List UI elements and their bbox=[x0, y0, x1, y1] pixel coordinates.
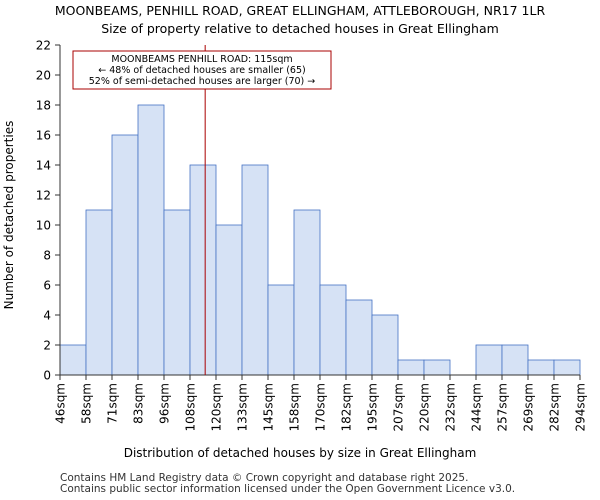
annotation-line-3: 52% of semi-detached houses are larger (… bbox=[89, 76, 316, 87]
x-tick-label: 244sqm bbox=[470, 383, 484, 431]
bar-96sqm bbox=[163, 209, 191, 376]
x-tick-label: 71sqm bbox=[106, 383, 120, 424]
bar-58sqm bbox=[85, 209, 113, 376]
x-tick-label: 133sqm bbox=[236, 383, 250, 431]
x-tick-label: 46sqm bbox=[54, 383, 68, 424]
bar-83sqm bbox=[137, 104, 165, 376]
bar-195sqm bbox=[371, 314, 399, 376]
x-tick-label: 207sqm bbox=[392, 383, 406, 431]
x-tick-label: 232sqm bbox=[444, 383, 458, 431]
y-axis-label: Number of detached properties bbox=[2, 121, 16, 310]
bar-120sqm bbox=[215, 224, 243, 376]
y-tick-label: 8 bbox=[43, 249, 51, 263]
footer-licence: Contains public sector information licen… bbox=[60, 483, 516, 495]
annotation-line-2: ← 48% of detached houses are smaller (65… bbox=[98, 65, 305, 76]
x-tick-label: 96sqm bbox=[158, 383, 172, 424]
bar-220sqm bbox=[423, 359, 451, 376]
x-tick-label: 158sqm bbox=[288, 383, 302, 431]
y-tick-label: 18 bbox=[36, 99, 51, 113]
bar-71sqm bbox=[111, 134, 139, 376]
x-tick-label: 182sqm bbox=[340, 383, 354, 431]
x-tick-label: 294sqm bbox=[574, 383, 588, 431]
bar-170sqm bbox=[319, 284, 347, 376]
y-tick-label: 4 bbox=[43, 309, 51, 323]
x-axis-label: Distribution of detached houses by size … bbox=[124, 446, 477, 460]
x-tick-label: 83sqm bbox=[132, 383, 146, 424]
x-axis: 46sqm 58sqm 71sqm 83sqm 96sqm 108sqm 120sqm 133… bbox=[54, 375, 588, 431]
x-tick-label: 108sqm bbox=[184, 383, 198, 431]
bars-group bbox=[59, 104, 581, 376]
y-tick-label: 16 bbox=[36, 129, 51, 143]
bar-108sqm bbox=[189, 164, 217, 376]
bar-158sqm bbox=[293, 209, 321, 376]
bar-145sqm bbox=[267, 284, 295, 376]
y-tick-label: 10 bbox=[36, 219, 51, 233]
x-tick-label: 257sqm bbox=[496, 383, 510, 431]
bar-182sqm bbox=[345, 299, 373, 376]
x-tick-label: 120sqm bbox=[210, 383, 224, 431]
y-axis: 0 2 4 6 8 10 12 14 16 18 20 22 bbox=[36, 39, 60, 383]
x-tick-label: 170sqm bbox=[314, 383, 328, 431]
bar-257sqm bbox=[501, 344, 529, 376]
bar-133sqm bbox=[241, 164, 269, 376]
bar-269sqm bbox=[527, 359, 555, 376]
histogram-chart: MOONBEAMS, PENHILL ROAD, GREAT ELLINGHAM… bbox=[2, 3, 588, 460]
y-tick-label: 22 bbox=[36, 39, 51, 53]
chart-subtitle: Size of property relative to detached ho… bbox=[101, 21, 499, 36]
bar-244sqm bbox=[475, 344, 503, 376]
annotation-line-1: MOONBEAMS PENHILL ROAD: 115sqm bbox=[111, 54, 292, 65]
y-tick-label: 14 bbox=[36, 159, 51, 173]
footer-copyright: Contains HM Land Registry data © Crown c… bbox=[60, 472, 469, 484]
y-tick-label: 0 bbox=[43, 369, 51, 383]
y-tick-label: 12 bbox=[36, 189, 51, 203]
chart-title: MOONBEAMS, PENHILL ROAD, GREAT ELLINGHAM… bbox=[55, 3, 546, 18]
y-tick-label: 6 bbox=[43, 279, 51, 293]
bar-282sqm bbox=[553, 359, 581, 376]
x-tick-label: 269sqm bbox=[522, 383, 536, 431]
bar-207sqm bbox=[397, 359, 425, 376]
y-tick-label: 2 bbox=[43, 339, 51, 353]
x-tick-label: 220sqm bbox=[418, 383, 432, 431]
y-tick-label: 20 bbox=[36, 69, 51, 83]
x-tick-label: 58sqm bbox=[80, 383, 94, 424]
annotation-box bbox=[72, 50, 332, 90]
x-tick-label: 145sqm bbox=[262, 383, 276, 431]
x-tick-label: 282sqm bbox=[548, 383, 562, 431]
x-tick-label: 195sqm bbox=[366, 383, 380, 431]
bar-46sqm bbox=[59, 344, 87, 376]
